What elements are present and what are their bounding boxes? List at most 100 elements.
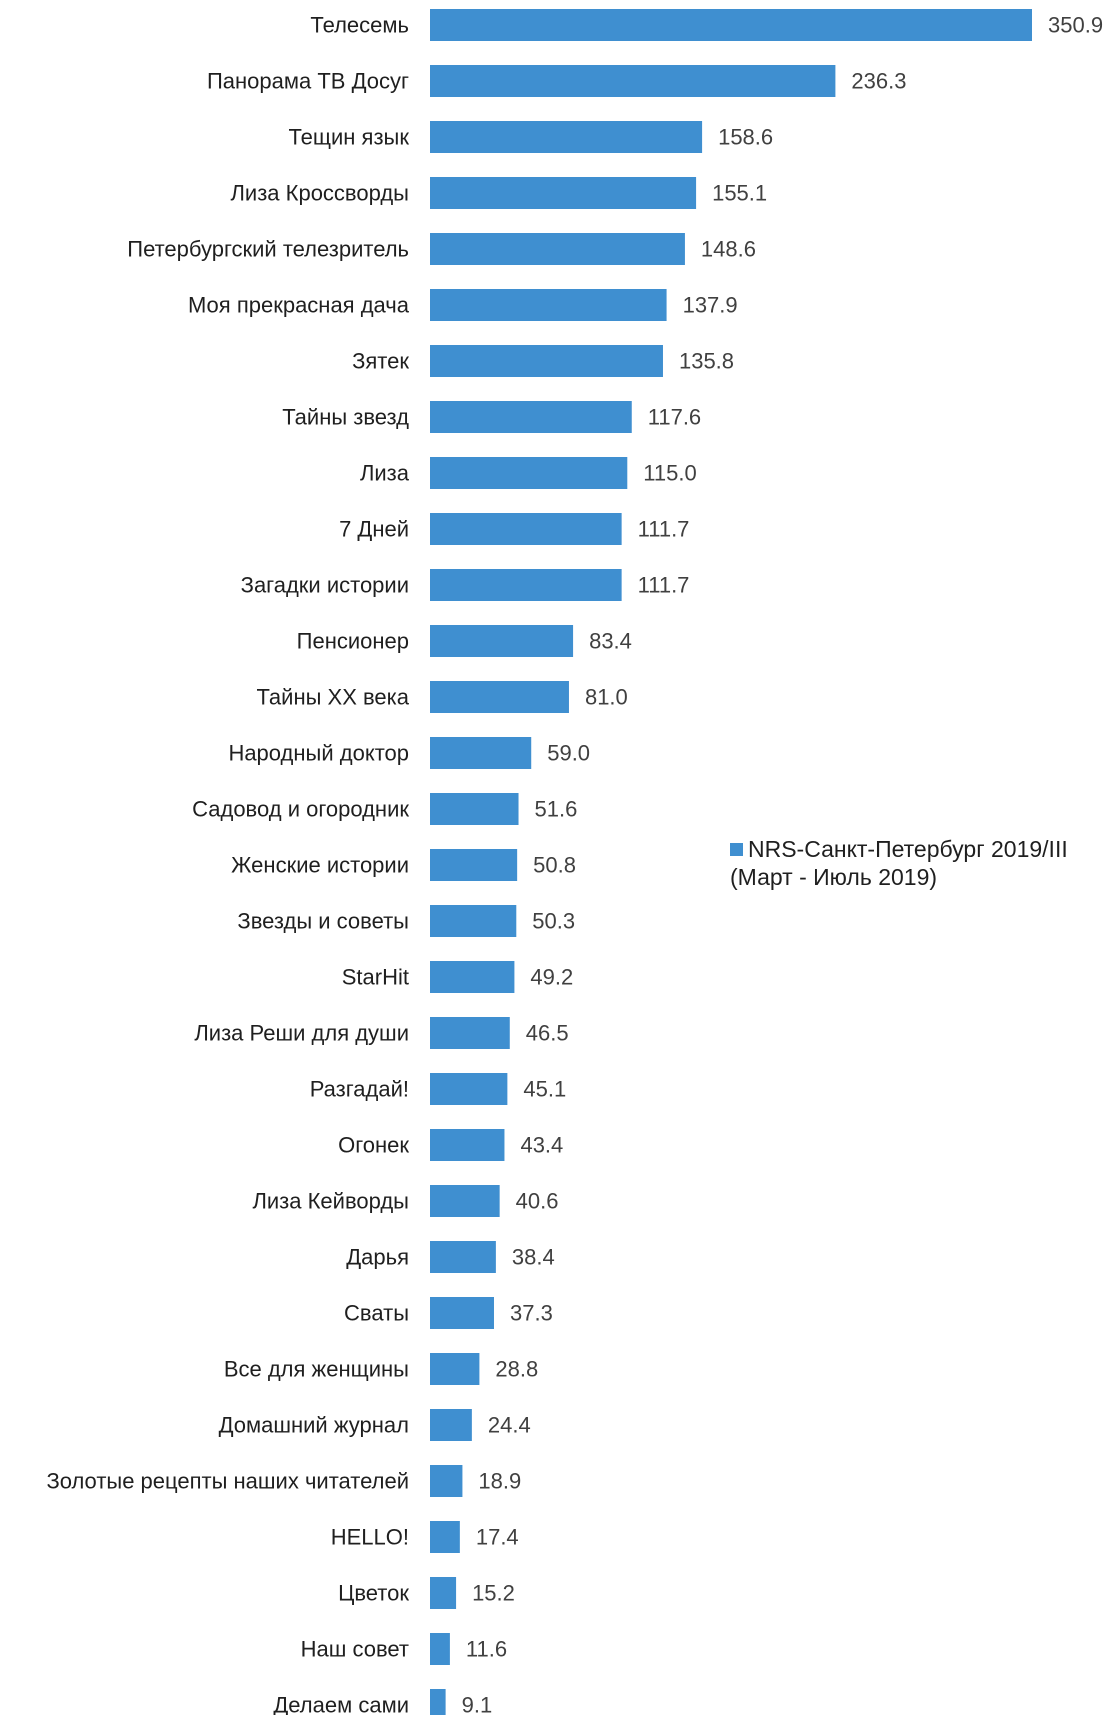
bar: [430, 681, 569, 713]
category-label: Пенсионер: [297, 629, 409, 654]
bar: [430, 1521, 460, 1553]
category-label: 7 Дней: [339, 517, 409, 542]
data-label: 81.0: [585, 685, 628, 710]
category-label: Дарья: [346, 1245, 409, 1270]
data-label: 148.6: [701, 237, 756, 262]
legend-line-1: NRS-Санкт-Петербург 2019/III: [730, 835, 1068, 863]
category-label: Народный доктор: [228, 741, 409, 766]
bar: [430, 401, 632, 433]
bar: [430, 737, 532, 769]
bar: [430, 1689, 446, 1715]
data-label: 83.4: [589, 629, 632, 654]
category-label: Разгадай!: [310, 1077, 409, 1102]
data-label: 59.0: [547, 741, 590, 766]
category-label: Делаем сами: [273, 1693, 409, 1715]
bar: [430, 1633, 450, 1665]
bar: [430, 849, 518, 881]
category-label: Лиза Кроссворды: [230, 181, 409, 206]
category-label: Загадки истории: [241, 573, 409, 598]
data-label: 155.1: [712, 181, 767, 206]
category-label: HELLO!: [331, 1525, 409, 1550]
data-label: 11.6: [466, 1637, 507, 1662]
bar: [430, 569, 622, 601]
data-label: 158.6: [718, 125, 773, 150]
data-label: 17.4: [476, 1525, 519, 1550]
bar: [430, 457, 628, 489]
category-label: Тайны XX века: [256, 685, 409, 710]
bar: [430, 513, 622, 545]
category-label: Золотые рецепты наших читателей: [46, 1469, 409, 1494]
data-label: 50.3: [532, 909, 575, 934]
bar: [430, 289, 667, 321]
category-label: Петербургский телезритель: [127, 237, 409, 262]
category-label: Сваты: [344, 1301, 409, 1326]
legend: NRS-Санкт-Петербург 2019/III (Март - Июл…: [730, 835, 1068, 891]
bar: [430, 65, 836, 97]
category-label: Телесемь: [310, 13, 409, 38]
bar: [430, 1241, 496, 1273]
bar: [430, 345, 663, 377]
data-label: 115.0: [643, 461, 696, 486]
category-label: Лиза Кейворды: [252, 1189, 409, 1214]
data-label: 38.4: [512, 1245, 555, 1270]
category-label: Зятек: [352, 349, 409, 374]
data-label: 111.7: [638, 573, 690, 598]
category-label: Огонек: [338, 1133, 409, 1158]
bar: [430, 793, 519, 825]
category-label: Панорама ТВ Досуг: [207, 69, 409, 94]
data-label: 111.7: [638, 517, 690, 542]
data-label: 117.6: [648, 405, 701, 430]
category-label: Все для женщины: [224, 1357, 409, 1382]
category-label: Моя прекрасная дача: [188, 293, 410, 318]
category-label: Садовод и огородник: [192, 797, 409, 822]
data-label: 15.2: [472, 1581, 515, 1606]
bar: [430, 233, 685, 265]
category-label: Наш совет: [301, 1637, 409, 1662]
bar: [430, 1185, 500, 1217]
data-label: 50.8: [533, 853, 576, 878]
category-label: Лиза Реши для души: [194, 1021, 409, 1046]
bar: [430, 177, 697, 209]
bar: [430, 1465, 463, 1497]
bar: [430, 1353, 480, 1385]
bar: [430, 961, 515, 993]
category-label: Женские истории: [231, 853, 409, 878]
data-label: 18.9: [478, 1469, 521, 1494]
data-label: 43.4: [520, 1133, 563, 1158]
data-label: 40.6: [516, 1189, 559, 1214]
data-label: 45.1: [523, 1077, 566, 1102]
category-label: Цветок: [338, 1581, 409, 1606]
data-label: 24.4: [488, 1413, 531, 1438]
legend-swatch: [730, 843, 743, 856]
bar: [430, 1073, 508, 1105]
bar: [430, 9, 1032, 41]
category-label: Домашний журнал: [219, 1413, 409, 1438]
data-label: 236.3: [851, 69, 906, 94]
data-label: 37.3: [510, 1301, 553, 1326]
data-label: 9.1: [462, 1693, 493, 1715]
category-label: Звезды и советы: [237, 909, 409, 934]
bar: [430, 905, 517, 937]
data-label: 350.9: [1048, 13, 1103, 38]
data-label: 46.5: [526, 1021, 569, 1046]
legend-series-name: NRS-Санкт-Петербург 2019/III: [748, 836, 1068, 862]
data-label: 135.8: [679, 349, 734, 374]
category-label: StarHit: [342, 965, 409, 990]
data-label: 51.6: [535, 797, 578, 822]
bar: [430, 1017, 510, 1049]
legend-line-2: (Март - Июль 2019): [730, 864, 938, 890]
category-label: Лиза: [360, 461, 410, 486]
data-label: 49.2: [530, 965, 573, 990]
bar: [430, 1297, 494, 1329]
bar: [430, 121, 703, 153]
data-label: 137.9: [683, 293, 738, 318]
category-label: Тещин язык: [288, 125, 409, 150]
bar: [430, 1409, 472, 1441]
data-label: 28.8: [495, 1357, 538, 1382]
category-label: Тайны звезд: [282, 405, 409, 430]
bar: [430, 625, 574, 657]
bar: [430, 1577, 457, 1609]
bar: [430, 1129, 505, 1161]
